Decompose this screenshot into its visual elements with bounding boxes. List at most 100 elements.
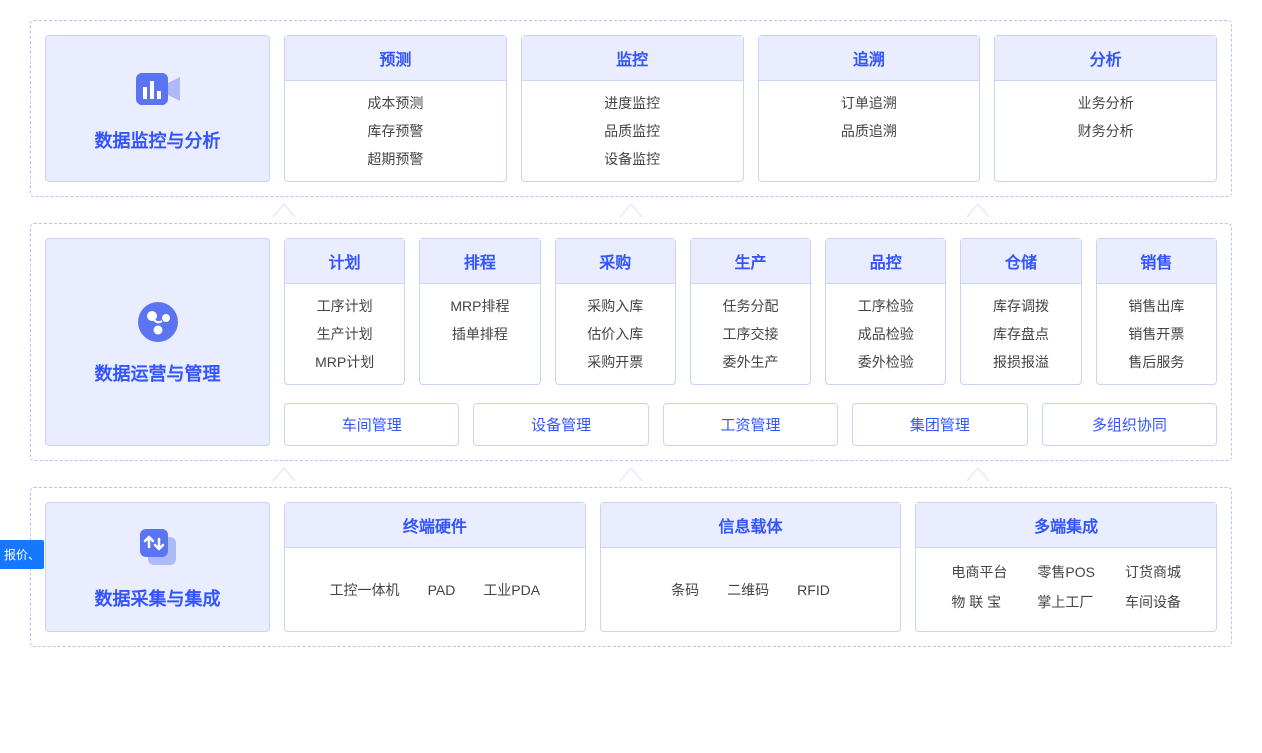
tag-wage: 工资管理 xyxy=(663,403,838,446)
card-item: 采购入库 xyxy=(587,296,643,316)
tag-row: 车间管理 设备管理 工资管理 集团管理 多组织协同 xyxy=(284,403,1217,446)
title-card-monitor: 数据监控与分析 xyxy=(45,35,270,182)
card-header: 品控 xyxy=(826,239,945,284)
card-item: 条码 xyxy=(671,580,699,600)
card-header: 终端硬件 xyxy=(285,503,585,548)
card-item: PAD xyxy=(428,582,456,598)
card-header: 预测 xyxy=(285,36,506,81)
card-qc: 品控 工序检验 成品检验 委外检验 xyxy=(825,238,946,385)
card-produce: 生产 任务分配 工序交接 委外生产 xyxy=(690,238,811,385)
section-operation: 数据运营与管理 计划 工序计划 生产计划 MRP计划 排程 MRP排程 插单排程… xyxy=(30,223,1232,461)
card-item: 品质追溯 xyxy=(841,121,897,141)
card-header: 排程 xyxy=(420,239,539,284)
up-arrow-icon xyxy=(272,467,296,481)
cards-row: 预测 成本预测 库存预警 超期预警 监控 进度监控 品质监控 设备监控 追溯 订… xyxy=(284,35,1217,182)
up-arrow-icon xyxy=(619,467,643,481)
card-item: 二维码 xyxy=(727,580,769,600)
card-item: 工序检验 xyxy=(858,296,914,316)
card-item: 订货商城 xyxy=(1125,562,1181,582)
card-item: 插单排程 xyxy=(452,324,508,344)
card-item: 财务分析 xyxy=(1078,121,1134,141)
card-integration: 多端集成 电商平台 零售POS 订货商城 物 联 宝 掌上工厂 车间设备 xyxy=(915,502,1217,632)
card-item: 生产计划 xyxy=(317,324,373,344)
card-header: 多端集成 xyxy=(916,503,1216,548)
tag-workshop: 车间管理 xyxy=(284,403,459,446)
card-header: 生产 xyxy=(691,239,810,284)
tag-equipment: 设备管理 xyxy=(473,403,648,446)
card-item: 超期预警 xyxy=(367,149,423,169)
tag-group: 集团管理 xyxy=(852,403,1027,446)
card-item: 掌上工厂 xyxy=(1037,592,1095,612)
card-item: 库存盘点 xyxy=(993,324,1049,344)
card-purchase: 采购 采购入库 估价入库 采购开票 xyxy=(555,238,676,385)
up-arrow-icon xyxy=(272,203,296,217)
card-forecast: 预测 成本预测 库存预警 超期预警 xyxy=(284,35,507,182)
section-collect: 数据采集与集成 终端硬件 工控一体机 PAD 工业PDA 信息载体 条码 二维码… xyxy=(30,487,1232,647)
tag-multiorg: 多组织协同 xyxy=(1042,403,1217,446)
card-item: 委外检验 xyxy=(858,352,914,372)
card-item: 成品检验 xyxy=(858,324,914,344)
card-item: 设备监控 xyxy=(604,149,660,169)
card-item: 零售POS xyxy=(1037,562,1095,582)
arrow-row xyxy=(30,461,1232,487)
card-item: 品质监控 xyxy=(604,121,660,141)
card-item: 进度监控 xyxy=(604,93,660,113)
card-header: 仓储 xyxy=(961,239,1080,284)
card-item: 成本预测 xyxy=(367,93,423,113)
video-chart-icon xyxy=(134,65,182,113)
card-analysis: 分析 业务分析 财务分析 xyxy=(994,35,1217,182)
card-trace: 追溯 订单追溯 品质追溯 xyxy=(758,35,981,182)
card-header: 计划 xyxy=(285,239,404,284)
up-arrow-icon xyxy=(966,203,990,217)
card-header: 信息载体 xyxy=(601,503,901,548)
card-item: MRP计划 xyxy=(315,352,374,372)
card-item: 售后服务 xyxy=(1128,352,1184,372)
side-tab[interactable]: 报价、 xyxy=(0,540,44,569)
up-arrow-icon xyxy=(619,203,643,217)
card-item: 库存调拨 xyxy=(993,296,1049,316)
card-item: 电商平台 xyxy=(951,562,1007,582)
section-title: 数据采集与集成 xyxy=(95,585,221,611)
card-item: 工序计划 xyxy=(317,296,373,316)
card-item: 工序交接 xyxy=(722,324,778,344)
card-item: 销售出库 xyxy=(1128,296,1184,316)
card-item: 采购开票 xyxy=(587,352,643,372)
cycle-icon xyxy=(134,298,182,346)
card-warehouse: 仓储 库存调拨 库存盘点 报损报溢 xyxy=(960,238,1081,385)
card-item: 委外生产 xyxy=(722,352,778,372)
section-monitor: 数据监控与分析 预测 成本预测 库存预警 超期预警 监控 进度监控 品质监控 设… xyxy=(30,20,1232,197)
card-terminal: 终端硬件 工控一体机 PAD 工业PDA xyxy=(284,502,586,632)
title-card-collect: 数据采集与集成 xyxy=(45,502,270,632)
card-item: 任务分配 xyxy=(722,296,778,316)
transfer-icon xyxy=(134,523,182,571)
card-item: 工控一体机 xyxy=(330,580,400,600)
card-header: 销售 xyxy=(1097,239,1216,284)
card-item: 订单追溯 xyxy=(841,93,897,113)
card-header: 采购 xyxy=(556,239,675,284)
section-title: 数据监控与分析 xyxy=(95,127,221,153)
card-header: 分析 xyxy=(995,36,1216,81)
card-plan: 计划 工序计划 生产计划 MRP计划 xyxy=(284,238,405,385)
cards-row: 终端硬件 工控一体机 PAD 工业PDA 信息载体 条码 二维码 RFID 多端… xyxy=(284,502,1217,632)
cards-row: 计划 工序计划 生产计划 MRP计划 排程 MRP排程 插单排程 采购 采购入库 xyxy=(284,238,1217,385)
card-item: MRP排程 xyxy=(450,296,509,316)
card-item: 销售开票 xyxy=(1128,324,1184,344)
card-carrier: 信息载体 条码 二维码 RFID xyxy=(600,502,902,632)
title-card-operation: 数据运营与管理 xyxy=(45,238,270,446)
up-arrow-icon xyxy=(966,467,990,481)
card-item: 库存预警 xyxy=(367,121,423,141)
arrow-row xyxy=(30,197,1232,223)
card-sales: 销售 销售出库 销售开票 售后服务 xyxy=(1096,238,1217,385)
card-item: 估价入库 xyxy=(587,324,643,344)
card-header: 追溯 xyxy=(759,36,980,81)
section-title: 数据运营与管理 xyxy=(95,360,221,386)
card-item: 业务分析 xyxy=(1078,93,1134,113)
card-item: 报损报溢 xyxy=(993,352,1049,372)
card-schedule: 排程 MRP排程 插单排程 xyxy=(419,238,540,385)
card-item: 车间设备 xyxy=(1125,592,1181,612)
card-item: 工业PDA xyxy=(483,580,540,600)
card-monitor: 监控 进度监控 品质监控 设备监控 xyxy=(521,35,744,182)
card-item: RFID xyxy=(797,582,830,598)
card-item: 物 联 宝 xyxy=(951,592,1007,612)
card-header: 监控 xyxy=(522,36,743,81)
